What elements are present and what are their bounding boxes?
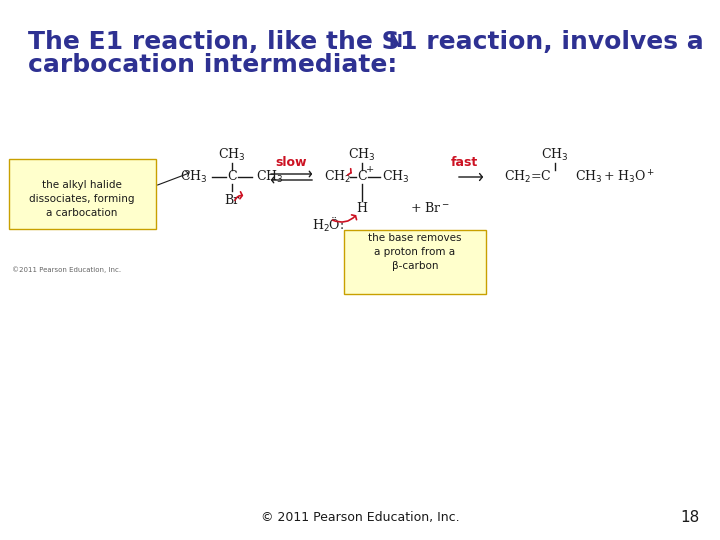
Text: 1 reaction, involves a: 1 reaction, involves a [400, 30, 703, 54]
Text: the alkyl halide
dissociates, forming
a carbocation: the alkyl halide dissociates, forming a … [30, 180, 135, 218]
Text: CH$_3$: CH$_3$ [180, 169, 208, 185]
Text: CH$_2$: CH$_2$ [325, 169, 351, 185]
Text: + Br$^-$: + Br$^-$ [410, 201, 450, 215]
Text: CH$_3$: CH$_3$ [348, 147, 376, 163]
Text: CH$_3$: CH$_3$ [575, 169, 603, 185]
Text: ©2011 Pearson Education, Inc.: ©2011 Pearson Education, Inc. [12, 267, 121, 273]
FancyBboxPatch shape [9, 159, 156, 229]
Text: H$_2$Ö:: H$_2$Ö: [312, 216, 344, 234]
FancyBboxPatch shape [344, 230, 486, 294]
Text: the base removes
a proton from a
β-carbon: the base removes a proton from a β-carbo… [368, 233, 462, 271]
Text: C: C [228, 171, 237, 184]
Text: © 2011 Pearson Education, Inc.: © 2011 Pearson Education, Inc. [261, 511, 459, 524]
Text: The E1 reaction, like the S: The E1 reaction, like the S [28, 30, 400, 54]
Text: CH$_3$: CH$_3$ [541, 147, 569, 163]
Text: fast: fast [451, 157, 477, 170]
Text: CH$_3$: CH$_3$ [218, 147, 246, 163]
Text: C: C [357, 171, 366, 184]
Text: slow: slow [275, 157, 307, 170]
Text: +: + [366, 165, 374, 174]
Text: carbocation intermediate:: carbocation intermediate: [28, 53, 397, 77]
Text: CH$_3$: CH$_3$ [256, 169, 284, 185]
Text: CH$_3$: CH$_3$ [382, 169, 410, 185]
Text: + H$_3$O$^+$: + H$_3$O$^+$ [603, 168, 655, 186]
Text: CH$_2$=C: CH$_2$=C [504, 169, 552, 185]
Text: Br: Br [225, 194, 240, 207]
Text: 18: 18 [680, 510, 700, 525]
Text: H: H [356, 201, 367, 214]
Text: N: N [388, 33, 402, 51]
